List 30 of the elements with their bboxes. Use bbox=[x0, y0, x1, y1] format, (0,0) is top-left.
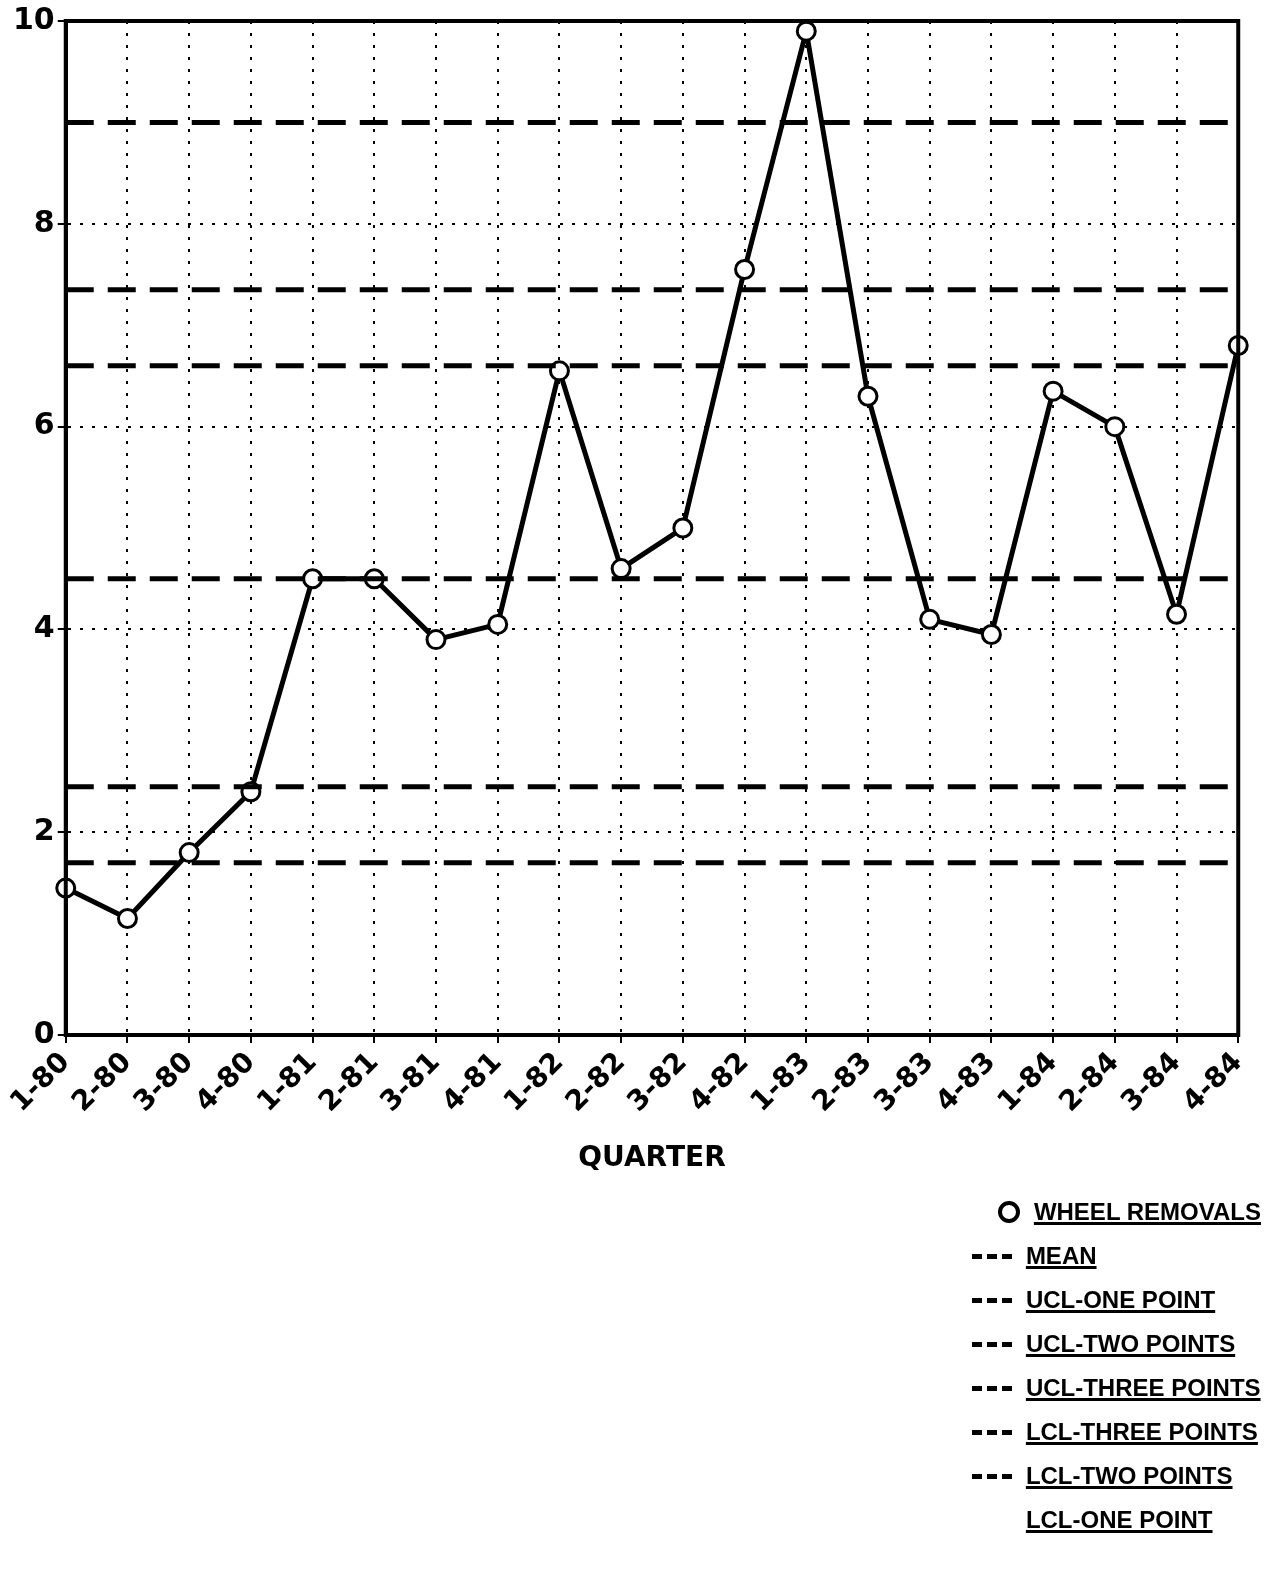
legend-label: UCL-TWO POINTS bbox=[1025, 1330, 1236, 1358]
point bbox=[734, 258, 756, 280]
y-tick-label: 0 bbox=[33, 1014, 55, 1050]
point bbox=[1104, 416, 1126, 438]
legend-label: UCL-THREE POINTS bbox=[1025, 1374, 1261, 1402]
point bbox=[1166, 603, 1188, 625]
legend-label: UCL-ONE POINT bbox=[1025, 1286, 1216, 1314]
point bbox=[672, 517, 694, 539]
y-tick-label: 10 bbox=[13, 0, 55, 36]
point bbox=[487, 613, 509, 635]
point bbox=[548, 360, 570, 382]
y-tick-label: 6 bbox=[33, 406, 55, 442]
legend-label: MEAN bbox=[1025, 1242, 1097, 1270]
point bbox=[425, 629, 447, 651]
point bbox=[178, 842, 200, 864]
point bbox=[302, 568, 324, 590]
text: LCL-ONE POINT bbox=[1025, 1506, 1213, 1534]
point bbox=[857, 385, 879, 407]
y-tick-label: 2 bbox=[33, 812, 55, 848]
y-tick-label: 4 bbox=[33, 609, 55, 645]
legend-label: WHEEL REMOVALS bbox=[1033, 1198, 1261, 1226]
point bbox=[795, 21, 817, 42]
point bbox=[116, 907, 138, 929]
x-axis-title: QUARTER bbox=[578, 1140, 726, 1174]
legend-label: LCL-THREE POINTS bbox=[1025, 1418, 1258, 1446]
legend-label: LCL-TWO POINTS bbox=[1025, 1462, 1233, 1490]
point bbox=[919, 608, 941, 630]
point bbox=[980, 624, 1002, 646]
y-tick-label: 8 bbox=[33, 203, 55, 239]
point bbox=[1042, 380, 1064, 402]
